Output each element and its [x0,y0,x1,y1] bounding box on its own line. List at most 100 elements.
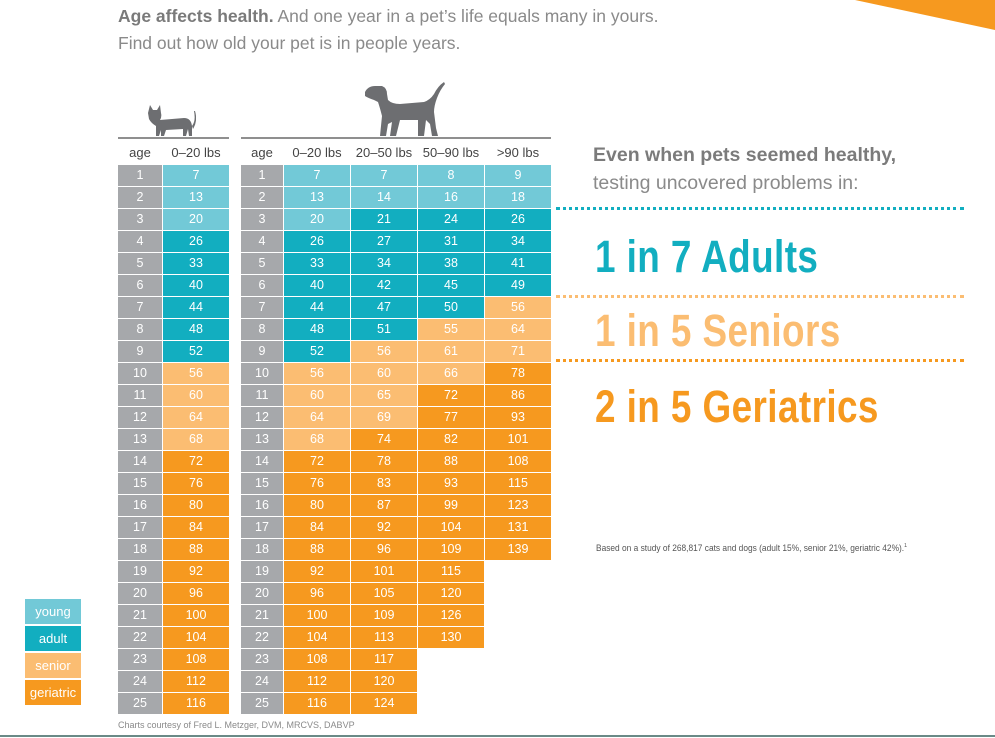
divider-adults [556,207,964,210]
cat-age-cell: 19 [118,561,162,582]
dog-value-cell: 44 [284,297,350,318]
dog-value-cell: 93 [485,407,551,428]
dog-value-cell: 84 [284,517,350,538]
dog-header-rule [241,137,551,139]
study-note-footnote-mark: 1 [904,543,908,549]
divider-geriatrics [556,359,964,362]
dog-value-cell: 40 [284,275,350,296]
dog-age-cell: 13 [241,429,283,450]
dog-value-cell: 76 [284,473,350,494]
dog-value-cell: 115 [418,561,484,582]
dog-value-cell: 116 [284,693,350,714]
dog-col-header-50-90: 50–90 lbs [422,145,480,160]
cat-value-cell: 88 [163,539,229,560]
cat-header-rule [118,137,229,139]
intro-text: Age affects health. And one year in a pe… [118,3,659,57]
cat-value-cell: 33 [163,253,229,274]
dog-age-cell: 21 [241,605,283,626]
cat-value-cell: 96 [163,583,229,604]
dog-value-cell: 115 [485,473,551,494]
dog-value-cell: 52 [284,341,350,362]
cat-age-cell: 23 [118,649,162,670]
dog-value-cell: 60 [284,385,350,406]
dog-value-cell: 72 [418,385,484,406]
dog-value-cell: 26 [485,209,551,230]
dog-value-cell: 56 [485,297,551,318]
dog-value-cell: 100 [284,605,350,626]
dog-value-cell: 13 [284,187,350,208]
cat-age-cell: 24 [118,671,162,692]
dog-value-cell: 55 [418,319,484,340]
stat-seniors: 1 in 5 Seniors [595,305,841,356]
dog-value-cell: 65 [351,385,417,406]
intro-line-2: Find out how old your pet is in people y… [118,33,461,53]
cat-value-cell: 20 [163,209,229,230]
dog-value-cell: 31 [418,231,484,252]
dog-value-cell: 82 [418,429,484,450]
dog-value-cell: 78 [351,451,417,472]
cat-value-cell: 100 [163,605,229,626]
intro-bold: Age affects health. [118,6,274,26]
dog-value-cell: 80 [284,495,350,516]
dog-value-cell: 87 [351,495,417,516]
dog-value-cell: 92 [351,517,417,538]
dog-col-header-90-plus: >90 lbs [496,145,540,160]
stat-adults: 1 in 7 Adults [595,231,819,282]
dog-value-cell: 33 [284,253,350,274]
cat-age-cell: 16 [118,495,162,516]
dog-value-cell: 56 [351,341,417,362]
dog-value-cell: 38 [418,253,484,274]
legend-young: young [25,599,81,624]
cat-age-cell: 17 [118,517,162,538]
cat-value-cell: 48 [163,319,229,340]
dog-value-cell: 9 [485,165,551,186]
dog-value-cell: 64 [284,407,350,428]
cat-age-cell: 20 [118,583,162,604]
dog-icon [365,82,445,136]
dog-value-cell: 61 [418,341,484,362]
dog-value-cell: 74 [351,429,417,450]
dog-value-cell: 14 [351,187,417,208]
dog-age-cell: 17 [241,517,283,538]
dog-age-cell: 12 [241,407,283,428]
dog-value-cell: 49 [485,275,551,296]
dog-value-cell: 47 [351,297,417,318]
cat-age-cell: 12 [118,407,162,428]
cat-age-cell: 22 [118,627,162,648]
chart-credit: Charts courtesy of Fred L. Metzger, DVM,… [118,720,355,730]
dog-value-cell: 86 [485,385,551,406]
dog-age-cell: 7 [241,297,283,318]
dog-age-cell: 3 [241,209,283,230]
cat-value-cell: 40 [163,275,229,296]
dog-value-cell: 124 [351,693,417,714]
dog-col-header-20-50: 20–50 lbs [355,145,413,160]
dog-age-cell: 14 [241,451,283,472]
dog-value-cell: 60 [351,363,417,384]
study-note-text: Based on a study of 268,817 cats and dog… [596,543,905,555]
dog-value-cell: 64 [485,319,551,340]
corner-accent-shape [855,0,995,30]
dog-value-cell: 71 [485,341,551,362]
legend-senior: senior [25,653,81,678]
cat-value-cell: 52 [163,341,229,362]
dog-value-cell: 112 [284,671,350,692]
dog-value-cell: 108 [485,451,551,472]
cat-col-header-weight: 0–20 lbs [171,145,221,160]
cat-value-cell: 44 [163,297,229,318]
cat-value-cell: 84 [163,517,229,538]
dog-value-cell: 7 [351,165,417,186]
dog-value-cell: 69 [351,407,417,428]
intro-line-1: Age affects health. And one year in a pe… [118,3,659,30]
dog-value-cell: 48 [284,319,350,340]
dog-value-cell: 83 [351,473,417,494]
cat-value-cell: 80 [163,495,229,516]
dog-value-cell: 96 [351,539,417,560]
bottom-rule [0,735,995,737]
cat-icon [148,105,196,136]
dog-age-cell: 2 [241,187,283,208]
dog-value-cell: 7 [284,165,350,186]
cat-age-cell: 9 [118,341,162,362]
corner-accent [855,0,995,30]
dog-value-cell: 130 [418,627,484,648]
dog-value-cell: 109 [418,539,484,560]
